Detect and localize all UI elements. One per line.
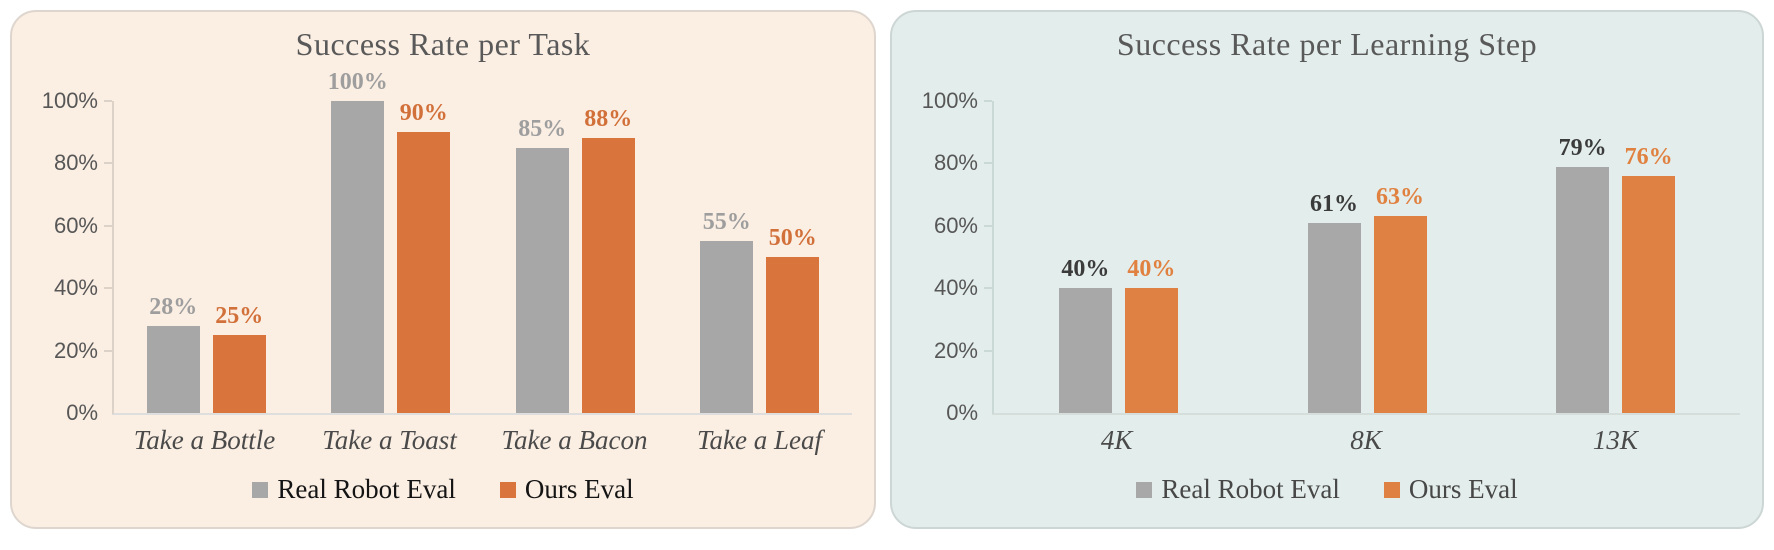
bar-real-robot-eval: 61% bbox=[1307, 191, 1361, 413]
x-category-label: Take a Leaf bbox=[696, 425, 822, 455]
y-tick-label: 100% bbox=[921, 88, 978, 113]
bar-value-label: 40% bbox=[1061, 256, 1110, 283]
y-axis: 0% 20% 40% 60% 80% 100% bbox=[26, 88, 112, 425]
bar-group: 85% 88% bbox=[483, 101, 668, 413]
y-tick-label: 40% bbox=[933, 275, 978, 301]
legend-item: Ours Eval bbox=[1383, 474, 1518, 505]
bar-value-label: 50% bbox=[768, 225, 817, 251]
axis-tick bbox=[984, 100, 992, 102]
chart-title: Success Rate per Learning Step bbox=[1116, 26, 1538, 62]
y-tick-label: 20% bbox=[933, 337, 978, 363]
bar-group: 61% 63% bbox=[1243, 101, 1492, 413]
bar-value-label: 40% bbox=[1127, 256, 1176, 283]
legend-item: Real Robot Eval bbox=[252, 474, 456, 505]
x-category-label: Take a Toast bbox=[322, 425, 457, 455]
chart-area: 0% 20% 40% 60% 80% 100% 28% 25% 100% 90% 85% 88% 55… bbox=[12, 69, 874, 456]
bar-real-robot-eval: 85% bbox=[515, 116, 569, 413]
legend-label: Ours Eval bbox=[524, 474, 634, 504]
bar-real-robot-eval: 100% bbox=[328, 69, 388, 413]
legend-swatch bbox=[1136, 481, 1153, 498]
y-tick-label: 60% bbox=[933, 212, 978, 238]
bar-ours-eval: 88% bbox=[581, 106, 635, 413]
bar-group: 40% 40% bbox=[994, 101, 1243, 413]
bar-value-label: 79% bbox=[1558, 134, 1607, 161]
x-axis-labels: 4K 8K 13K bbox=[992, 425, 1740, 456]
legend-item: Real Robot Eval bbox=[1136, 474, 1340, 505]
axis-tick bbox=[104, 162, 112, 165]
bar-group: 28% 25% bbox=[114, 101, 299, 413]
y-axis: 0% 20% 40% 60% 80% 100% bbox=[906, 88, 992, 425]
legend: Real Robot Eval Ours Eval bbox=[892, 474, 1762, 505]
bar-group: 79% 76% bbox=[1491, 101, 1740, 413]
bar-real-robot-eval: 55% bbox=[700, 209, 754, 413]
bar-value-label: 28% bbox=[149, 293, 198, 320]
x-category-label: 8K bbox=[1350, 425, 1382, 455]
plot-area: 40% 40% 61% 63% 79% 76% bbox=[984, 100, 1740, 415]
legend-swatch bbox=[252, 481, 269, 498]
bar-ours-eval: 76% bbox=[1622, 144, 1676, 413]
bar-value-label: 63% bbox=[1376, 184, 1424, 211]
axis-tick bbox=[104, 224, 112, 227]
y-tick-label: 80% bbox=[933, 150, 978, 176]
bar-real-robot-eval: 79% bbox=[1556, 135, 1610, 413]
chart-area: 0% 20% 40% 60% 80% 100% 40% 40% 61% 63% 79% 76% 4K… bbox=[892, 88, 1762, 456]
bar-value-label: 100% bbox=[327, 69, 388, 95]
bar-real-robot-eval: 40% bbox=[1058, 256, 1112, 413]
x-category-label: Take a Bottle bbox=[133, 425, 276, 455]
bar-value-label: 90% bbox=[399, 100, 448, 127]
x-category-label: Take a Bacon bbox=[501, 425, 648, 455]
axis-tick bbox=[104, 100, 112, 102]
legend-swatch bbox=[499, 481, 516, 498]
y-tick-label: 0% bbox=[66, 400, 98, 425]
axis-tick bbox=[984, 287, 992, 290]
x-category-label: 13K bbox=[1592, 425, 1638, 455]
bar-ours-eval: 25% bbox=[212, 303, 266, 413]
legend-label: Ours Eval bbox=[1408, 474, 1518, 504]
plot-column: 28% 25% 100% 90% 85% 88% 55% 50% Take a Bottle T… bbox=[104, 69, 853, 456]
plot-column: 40% 40% 61% 63% 79% 76% 4K 8K 13K bbox=[984, 100, 1740, 456]
y-tick-label: 60% bbox=[53, 212, 98, 238]
chart-title: Success Rate per Task bbox=[295, 26, 591, 62]
x-category-label: 4K bbox=[1100, 425, 1133, 455]
legend-swatch bbox=[1383, 481, 1400, 498]
bar-real-robot-eval: 28% bbox=[146, 294, 200, 413]
bar-ours-eval: 50% bbox=[766, 225, 820, 413]
bar-value-label: 25% bbox=[215, 303, 264, 329]
y-tick-label: 20% bbox=[53, 337, 98, 363]
chart-card-success-rate-per-learning-step: Success Rate per Learning Step 0% 20% 40% 6… bbox=[890, 10, 1764, 529]
bar-group: 100% 90% bbox=[299, 69, 484, 413]
legend-item: Ours Eval bbox=[499, 474, 634, 505]
bar-value-label: 88% bbox=[584, 106, 633, 133]
bar-ours-eval: 40% bbox=[1124, 256, 1178, 413]
bar-ours-eval: 90% bbox=[397, 100, 451, 413]
bar-group: 55% 50% bbox=[668, 101, 853, 413]
bar-ours-eval: 63% bbox=[1373, 184, 1427, 413]
chart-card-success-rate-per-task: Success Rate per Task 0% 20% 40% 60% 80% 100%… bbox=[10, 10, 876, 529]
legend-label: Real Robot Eval bbox=[1161, 474, 1340, 504]
axis-tick bbox=[104, 287, 112, 290]
plot-area: 28% 25% 100% 90% 85% 88% 55% 50% bbox=[104, 69, 853, 415]
bar-value-label: 85% bbox=[518, 115, 567, 142]
axis-tick bbox=[984, 349, 992, 352]
axis-tick bbox=[984, 224, 992, 227]
y-tick-label: 40% bbox=[53, 275, 98, 301]
legend: Real Robot Eval Ours Eval bbox=[12, 474, 874, 505]
axis-tick bbox=[104, 349, 112, 352]
y-tick-label: 80% bbox=[53, 150, 98, 176]
x-axis-labels: Take a Bottle Take a Toast Take a Bacon Tak… bbox=[112, 425, 852, 456]
bar-value-label: 61% bbox=[1310, 190, 1358, 217]
axis-tick bbox=[984, 162, 992, 165]
legend-label: Real Robot Eval bbox=[277, 474, 456, 504]
bar-value-label: 55% bbox=[702, 209, 751, 236]
y-tick-label: 0% bbox=[946, 400, 978, 425]
y-tick-label: 100% bbox=[41, 88, 98, 113]
bar-value-label: 76% bbox=[1624, 143, 1673, 170]
